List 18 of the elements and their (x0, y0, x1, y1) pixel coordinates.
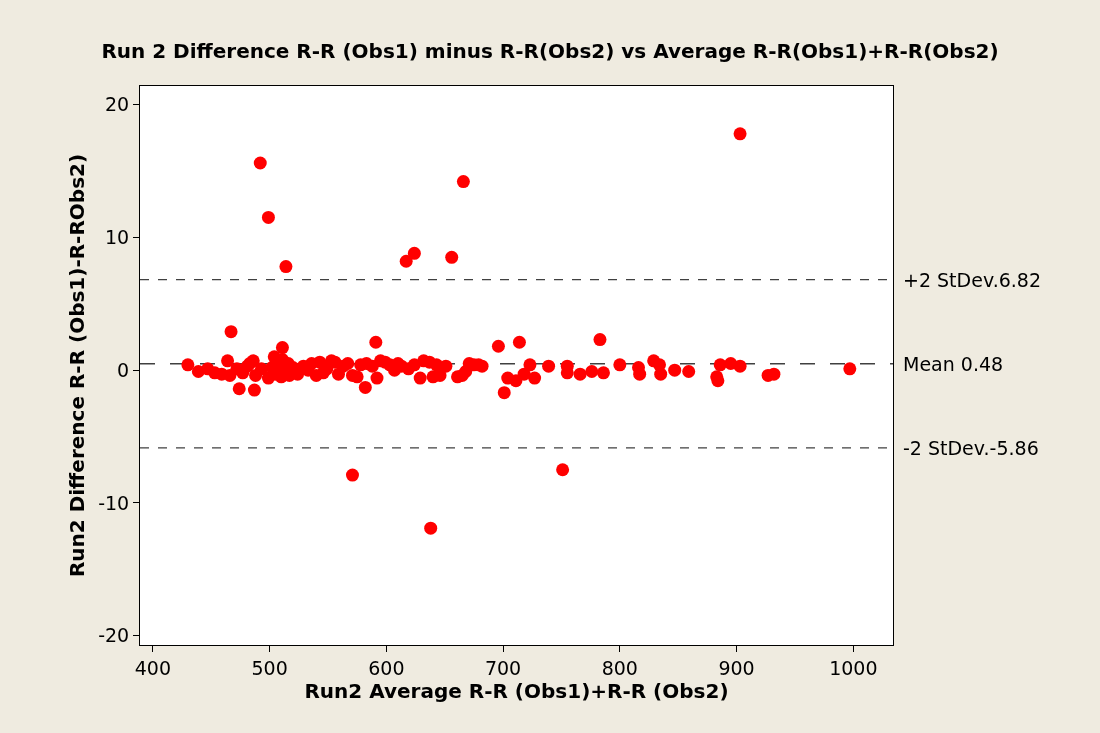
y-tick-label: -10 (98, 491, 130, 514)
y-tick-label: 0 (117, 358, 130, 381)
x-tick-label: 400 (134, 656, 171, 679)
y-axis-title: Run2 Difference R-R (Obs1)-R-RObs2) (64, 153, 89, 578)
y-tick-label: 10 (105, 226, 130, 249)
x-tick-label: 800 (601, 656, 638, 679)
ref-line-label: +2 StDev.6.82 (903, 269, 1041, 291)
y-tick-label: -20 (98, 624, 130, 647)
ref-line-label: -2 StDev.-5.86 (903, 437, 1039, 459)
y-tick-label: 20 (105, 93, 130, 116)
x-tick-label: 600 (368, 656, 405, 679)
x-axis-title: Run2 Average R-R (Obs1)+R-R (Obs2) (304, 678, 729, 703)
x-tick-label: 900 (718, 656, 755, 679)
ref-line-label: Mean 0.48 (903, 353, 1004, 375)
x-tick-label: 1000 (829, 656, 878, 679)
x-tick-label: 500 (251, 656, 288, 679)
x-tick-label: 700 (484, 656, 522, 679)
chart-title: Run 2 Difference R-R (Obs1) minus R-R(Obs2) vs Average R-R(Obs1)+R-R(Obs2) (101, 39, 999, 64)
